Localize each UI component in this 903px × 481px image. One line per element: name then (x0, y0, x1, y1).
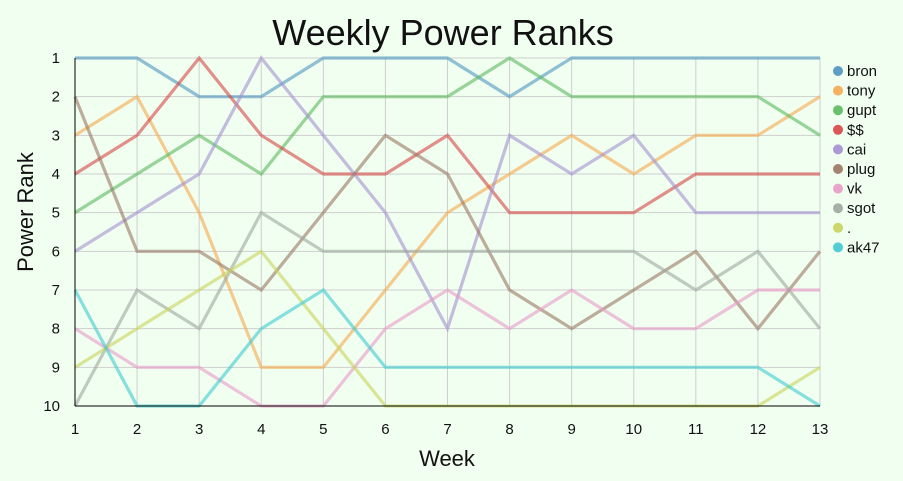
series-line (73, 96, 822, 332)
legend-label: plug (847, 161, 875, 178)
y-tick-label: 7 (52, 282, 60, 299)
legend-label: bron (847, 63, 877, 80)
x-tick-label: 1 (71, 421, 79, 438)
y-tick-label: 5 (52, 205, 60, 222)
legend-swatch (833, 66, 843, 76)
x-tick-label: 2 (133, 421, 141, 438)
x-tick-labels: 1 2 3 4 5 6 7 8 9 10 11 12 13 (71, 421, 829, 438)
legend-swatch (833, 144, 843, 155)
legend-swatch (833, 124, 843, 135)
legend-swatch (833, 242, 843, 253)
series-line (74, 55, 820, 333)
series-line (75, 56, 820, 99)
x-tick-label: 10 (625, 421, 642, 438)
legend-swatch (833, 105, 843, 116)
series-line (74, 94, 821, 369)
legend: bron tony gupt $$ cai plug vk sgot. ak47 (833, 63, 880, 256)
legend-swatch (833, 203, 843, 214)
x-tick-label: 6 (381, 421, 389, 438)
series-lines (73, 55, 822, 408)
y-tick-label: 10 (43, 398, 60, 415)
y-tick-label: 1 (52, 50, 60, 67)
grid (74, 57, 821, 407)
x-tick-label: 12 (750, 421, 767, 438)
y-tick-label: 3 (52, 127, 60, 144)
y-tick-label: 9 (52, 359, 60, 376)
y-axis-label: Power Rank (13, 151, 38, 272)
x-tick-label: 13 (812, 421, 829, 438)
x-tick-label: 3 (195, 421, 203, 438)
series-line (74, 56, 821, 215)
x-tick-label: 11 (688, 421, 704, 438)
y-tick-labels: 1 2 3 4 5 6 7 8 9 10 (43, 50, 60, 415)
legend-label: sgot (847, 200, 876, 217)
y-tick-label: 8 (52, 321, 60, 338)
legend-swatch (833, 85, 843, 96)
chart-title: Weekly Power Ranks (272, 12, 613, 53)
series-line (74, 288, 820, 408)
y-tick-label: 2 (52, 89, 60, 106)
legend-label: tony (847, 83, 876, 100)
x-tick-label: 5 (319, 421, 327, 438)
x-tick-label: 9 (567, 421, 575, 438)
legend-label: vk (847, 181, 863, 198)
x-tick-label: 4 (257, 421, 265, 438)
legend-label: ak47 (847, 239, 880, 256)
x-tick-label: 8 (505, 421, 513, 438)
y-tick-label: 4 (52, 166, 60, 183)
legend-swatch (833, 183, 843, 194)
legend-label: . (847, 220, 851, 237)
axes (74, 58, 820, 407)
legend-swatch (833, 164, 843, 174)
y-tick-label: 6 (52, 243, 60, 260)
series-line (73, 210, 822, 407)
legend-label: gupt (847, 102, 877, 119)
legend-label: $$ (847, 122, 864, 139)
series-line (74, 55, 820, 215)
x-tick-label: 7 (443, 421, 451, 438)
legend-swatch (833, 222, 843, 233)
legend-label: cai (847, 141, 866, 158)
x-axis-label: Week (419, 446, 476, 471)
